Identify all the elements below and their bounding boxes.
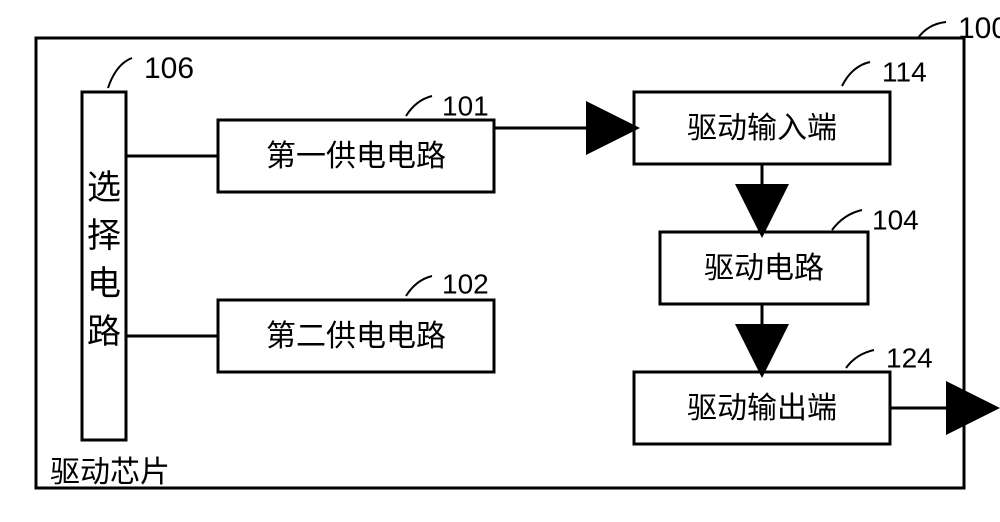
ref-100: 100 xyxy=(958,12,1000,45)
sel-label-char-0: 选 xyxy=(87,169,121,207)
driver-chip-label: 驱动芯片 xyxy=(50,456,170,489)
drive-output-label: 驱动输出端 xyxy=(687,392,837,425)
ref-104: 104 xyxy=(872,204,919,235)
ref-102: 102 xyxy=(442,268,489,299)
ref-114: 114 xyxy=(882,56,927,87)
first-power-supply-label: 第一供电电路 xyxy=(266,140,446,173)
ref-leader-106 xyxy=(108,58,132,88)
ref-101: 101 xyxy=(442,90,489,121)
ref-leader-124 xyxy=(846,350,874,368)
sel-label-char-1: 择 xyxy=(87,217,121,255)
ref-leader-102 xyxy=(406,276,432,296)
ref-leader-101 xyxy=(406,96,432,116)
drive-input-label: 驱动输入端 xyxy=(687,112,837,145)
block-diagram: 100 驱动芯片 106 选 择 电 路 101 第一供电电路 102 第二供电… xyxy=(0,0,1000,522)
sel-label-char-2: 电 xyxy=(87,265,121,303)
drive-circuit-label: 驱动电路 xyxy=(704,252,824,285)
ref-124: 124 xyxy=(886,342,933,373)
ref-leader-104 xyxy=(832,210,862,230)
ref-leader-100 xyxy=(918,22,946,38)
sel-label-char-3: 路 xyxy=(87,313,121,351)
ref-106: 106 xyxy=(144,52,194,85)
ref-leader-114 xyxy=(842,62,870,86)
second-power-supply-label: 第二供电电路 xyxy=(266,320,446,353)
